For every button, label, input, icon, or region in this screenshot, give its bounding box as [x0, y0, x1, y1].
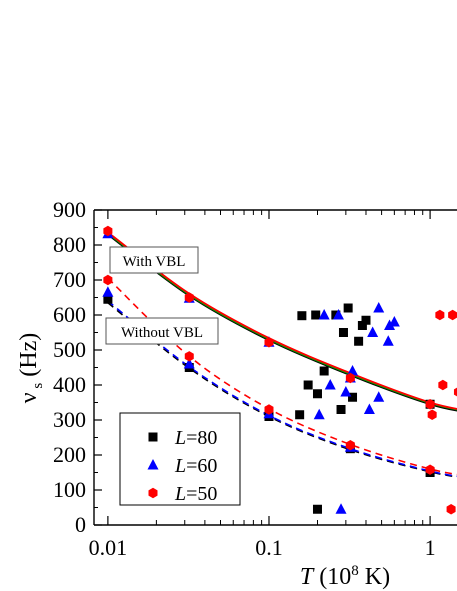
point-L50: [425, 399, 435, 410]
point-L60: [388, 316, 400, 327]
y-axis-label: ν s (Hz): [16, 333, 46, 403]
y-tick-label: 500: [53, 337, 86, 362]
x-tick-label: 1: [425, 535, 436, 560]
point-L50: [103, 274, 113, 286]
legend-box: [119, 412, 241, 506]
point-L80: [312, 389, 322, 399]
y-tick-label: 400: [53, 372, 86, 397]
point-L50: [345, 440, 355, 451]
point-L60: [332, 309, 344, 320]
legend: L=80 L=60 L=50: [119, 412, 241, 506]
point-L80: [361, 315, 371, 325]
y-tick-label: 200: [53, 442, 86, 467]
point-L80: [311, 310, 321, 320]
annotation-without-vbl-box: [105, 317, 219, 345]
point-L60: [102, 286, 114, 297]
axis-ticks: [94, 209, 431, 526]
point-L80: [303, 380, 313, 390]
y-tick-label: 0: [75, 512, 86, 537]
x-tick-label: 0.01: [89, 535, 128, 560]
y-tick-label: 300: [53, 407, 86, 432]
legend-marker-L80: [148, 432, 158, 442]
point-L80: [338, 328, 348, 337]
point-L60: [363, 403, 375, 414]
point-L60: [340, 386, 352, 397]
point-L60: [318, 309, 330, 320]
point-L80: [357, 321, 367, 330]
point-L60: [347, 365, 359, 376]
point-L60: [324, 379, 336, 390]
annotations: With VBL Without VBL: [105, 246, 219, 345]
legend-marker-L50: [148, 487, 158, 499]
point-L50: [103, 225, 113, 237]
point-L50: [264, 337, 274, 348]
point-L80: [343, 303, 353, 313]
tick-labels: 0 100 200 300 400 500 600 700 800 900 0.01 0.1 1: [53, 197, 436, 560]
point-L80: [354, 336, 364, 346]
point-L50: [435, 309, 445, 321]
y-tick-label: 800: [53, 232, 86, 257]
point-L50: [345, 372, 355, 384]
fit-without-vbl-L80: [107, 302, 457, 478]
fit-without-vbl-L60: [107, 300, 457, 478]
point-L80: [103, 294, 113, 304]
point-L50: [425, 464, 435, 475]
data-markers: [102, 225, 457, 515]
point-L50: [438, 379, 448, 391]
y-tick-label: 600: [53, 302, 86, 327]
point-L60: [313, 408, 325, 420]
y-tick-label: 700: [53, 267, 86, 292]
y-tick-label: 900: [53, 197, 86, 222]
point-L60: [183, 358, 195, 369]
point-L60: [384, 319, 396, 330]
point-L60: [373, 391, 385, 402]
y-tick-label: 100: [53, 477, 86, 502]
point-L80: [348, 392, 358, 402]
point-L50: [184, 292, 194, 303]
point-L50: [453, 387, 457, 397]
point-L50: [448, 309, 457, 321]
x-axis-label: T (108 K): [300, 563, 390, 590]
x-tick-label: 0.1: [255, 535, 283, 560]
point-L50: [184, 351, 194, 362]
point-L60: [373, 302, 385, 313]
legend-label-L60: L=60: [174, 455, 217, 477]
point-L50: [427, 409, 437, 420]
annotation-with-vbl: With VBL: [123, 254, 186, 270]
annotation-without-vbl: Without VBL: [121, 325, 203, 341]
legend-label-L50: L=50: [174, 483, 217, 505]
point-L80: [336, 405, 346, 414]
annotation-with-vbl-box: [109, 246, 199, 274]
point-L50: [264, 404, 274, 415]
legend-label-L80: L=80: [174, 427, 217, 449]
point-L80: [319, 366, 329, 376]
point-L60: [335, 503, 347, 514]
point-L60: [367, 326, 379, 337]
point-L80: [295, 410, 305, 420]
point-L50: [446, 504, 456, 515]
legend-marker-L60: [147, 459, 159, 470]
point-L60: [382, 335, 394, 346]
point-L80: [297, 311, 307, 321]
point-L80: [312, 504, 322, 514]
